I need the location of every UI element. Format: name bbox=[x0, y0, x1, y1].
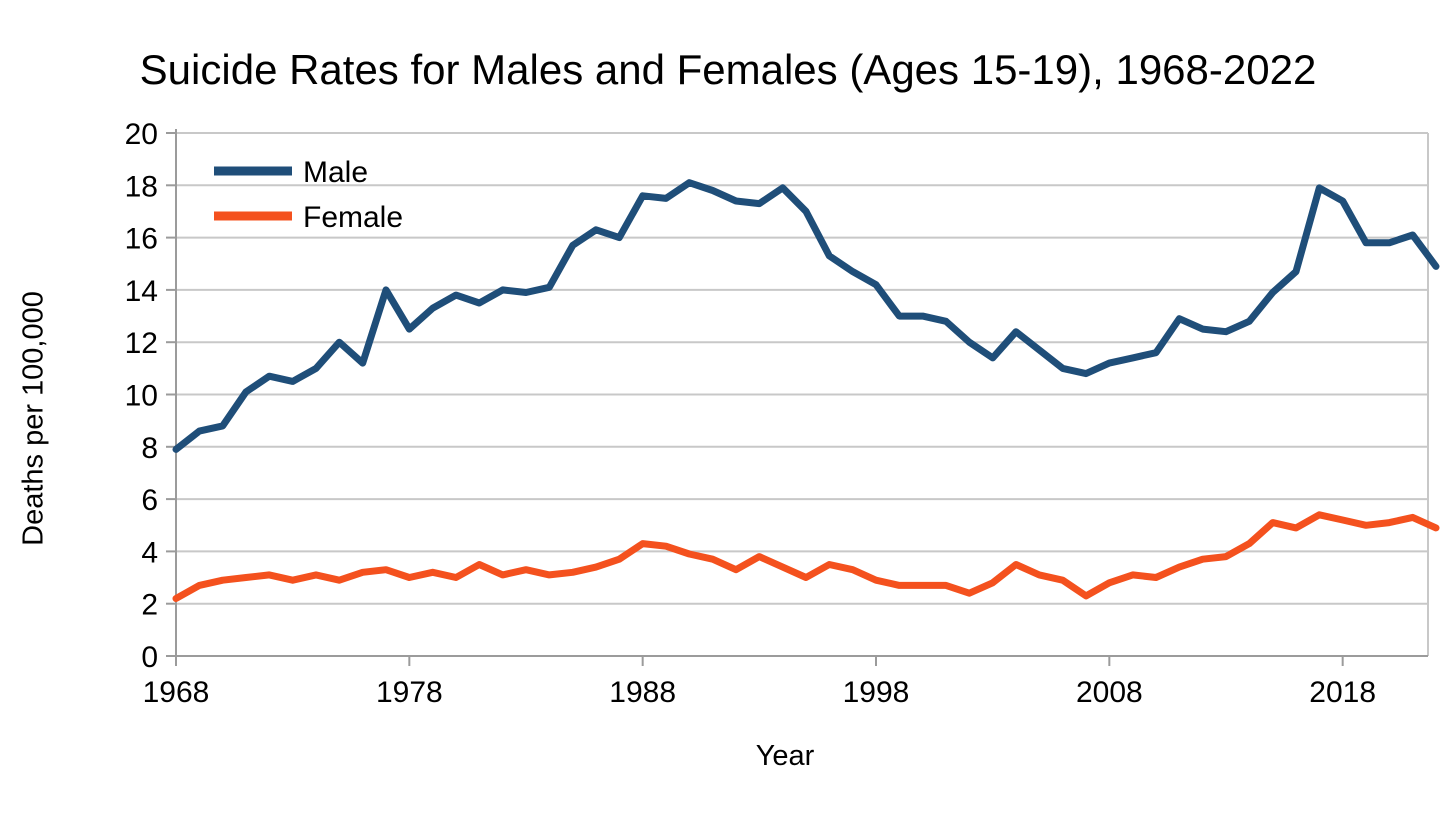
x-tick-label-1998: 1998 bbox=[843, 676, 910, 709]
x-axis-title: Year bbox=[755, 740, 815, 772]
y-tick-label-8: 8 bbox=[141, 432, 158, 465]
x-tick-label-1988: 1988 bbox=[609, 676, 676, 709]
series-female-line bbox=[172, 511, 1440, 602]
y-tick-label-20: 20 bbox=[125, 118, 158, 151]
x-tick-label-1968: 1968 bbox=[143, 676, 210, 709]
legend-label-female: Female bbox=[303, 201, 403, 234]
x-tick-label-2018: 2018 bbox=[1309, 676, 1376, 709]
y-tick-label-0: 0 bbox=[141, 641, 158, 674]
y-tick-label-6: 6 bbox=[141, 484, 158, 517]
x-tick-label-2008: 2008 bbox=[1076, 676, 1143, 709]
y-tick-label-2: 2 bbox=[141, 589, 158, 622]
y-tick-label-4: 4 bbox=[141, 536, 158, 569]
y-tick-label-10: 10 bbox=[125, 380, 158, 413]
y-tick-label-16: 16 bbox=[125, 223, 158, 256]
x-tick-label-1978: 1978 bbox=[376, 676, 443, 709]
y-tick-label-12: 12 bbox=[125, 327, 158, 360]
chart-title: Suicide Rates for Males and Females (Age… bbox=[139, 46, 1317, 93]
legend-label-male: Male bbox=[303, 156, 368, 189]
y-tick-label-18: 18 bbox=[125, 170, 158, 203]
series-male-line bbox=[172, 179, 1440, 453]
y-tick-label-14: 14 bbox=[125, 275, 158, 308]
